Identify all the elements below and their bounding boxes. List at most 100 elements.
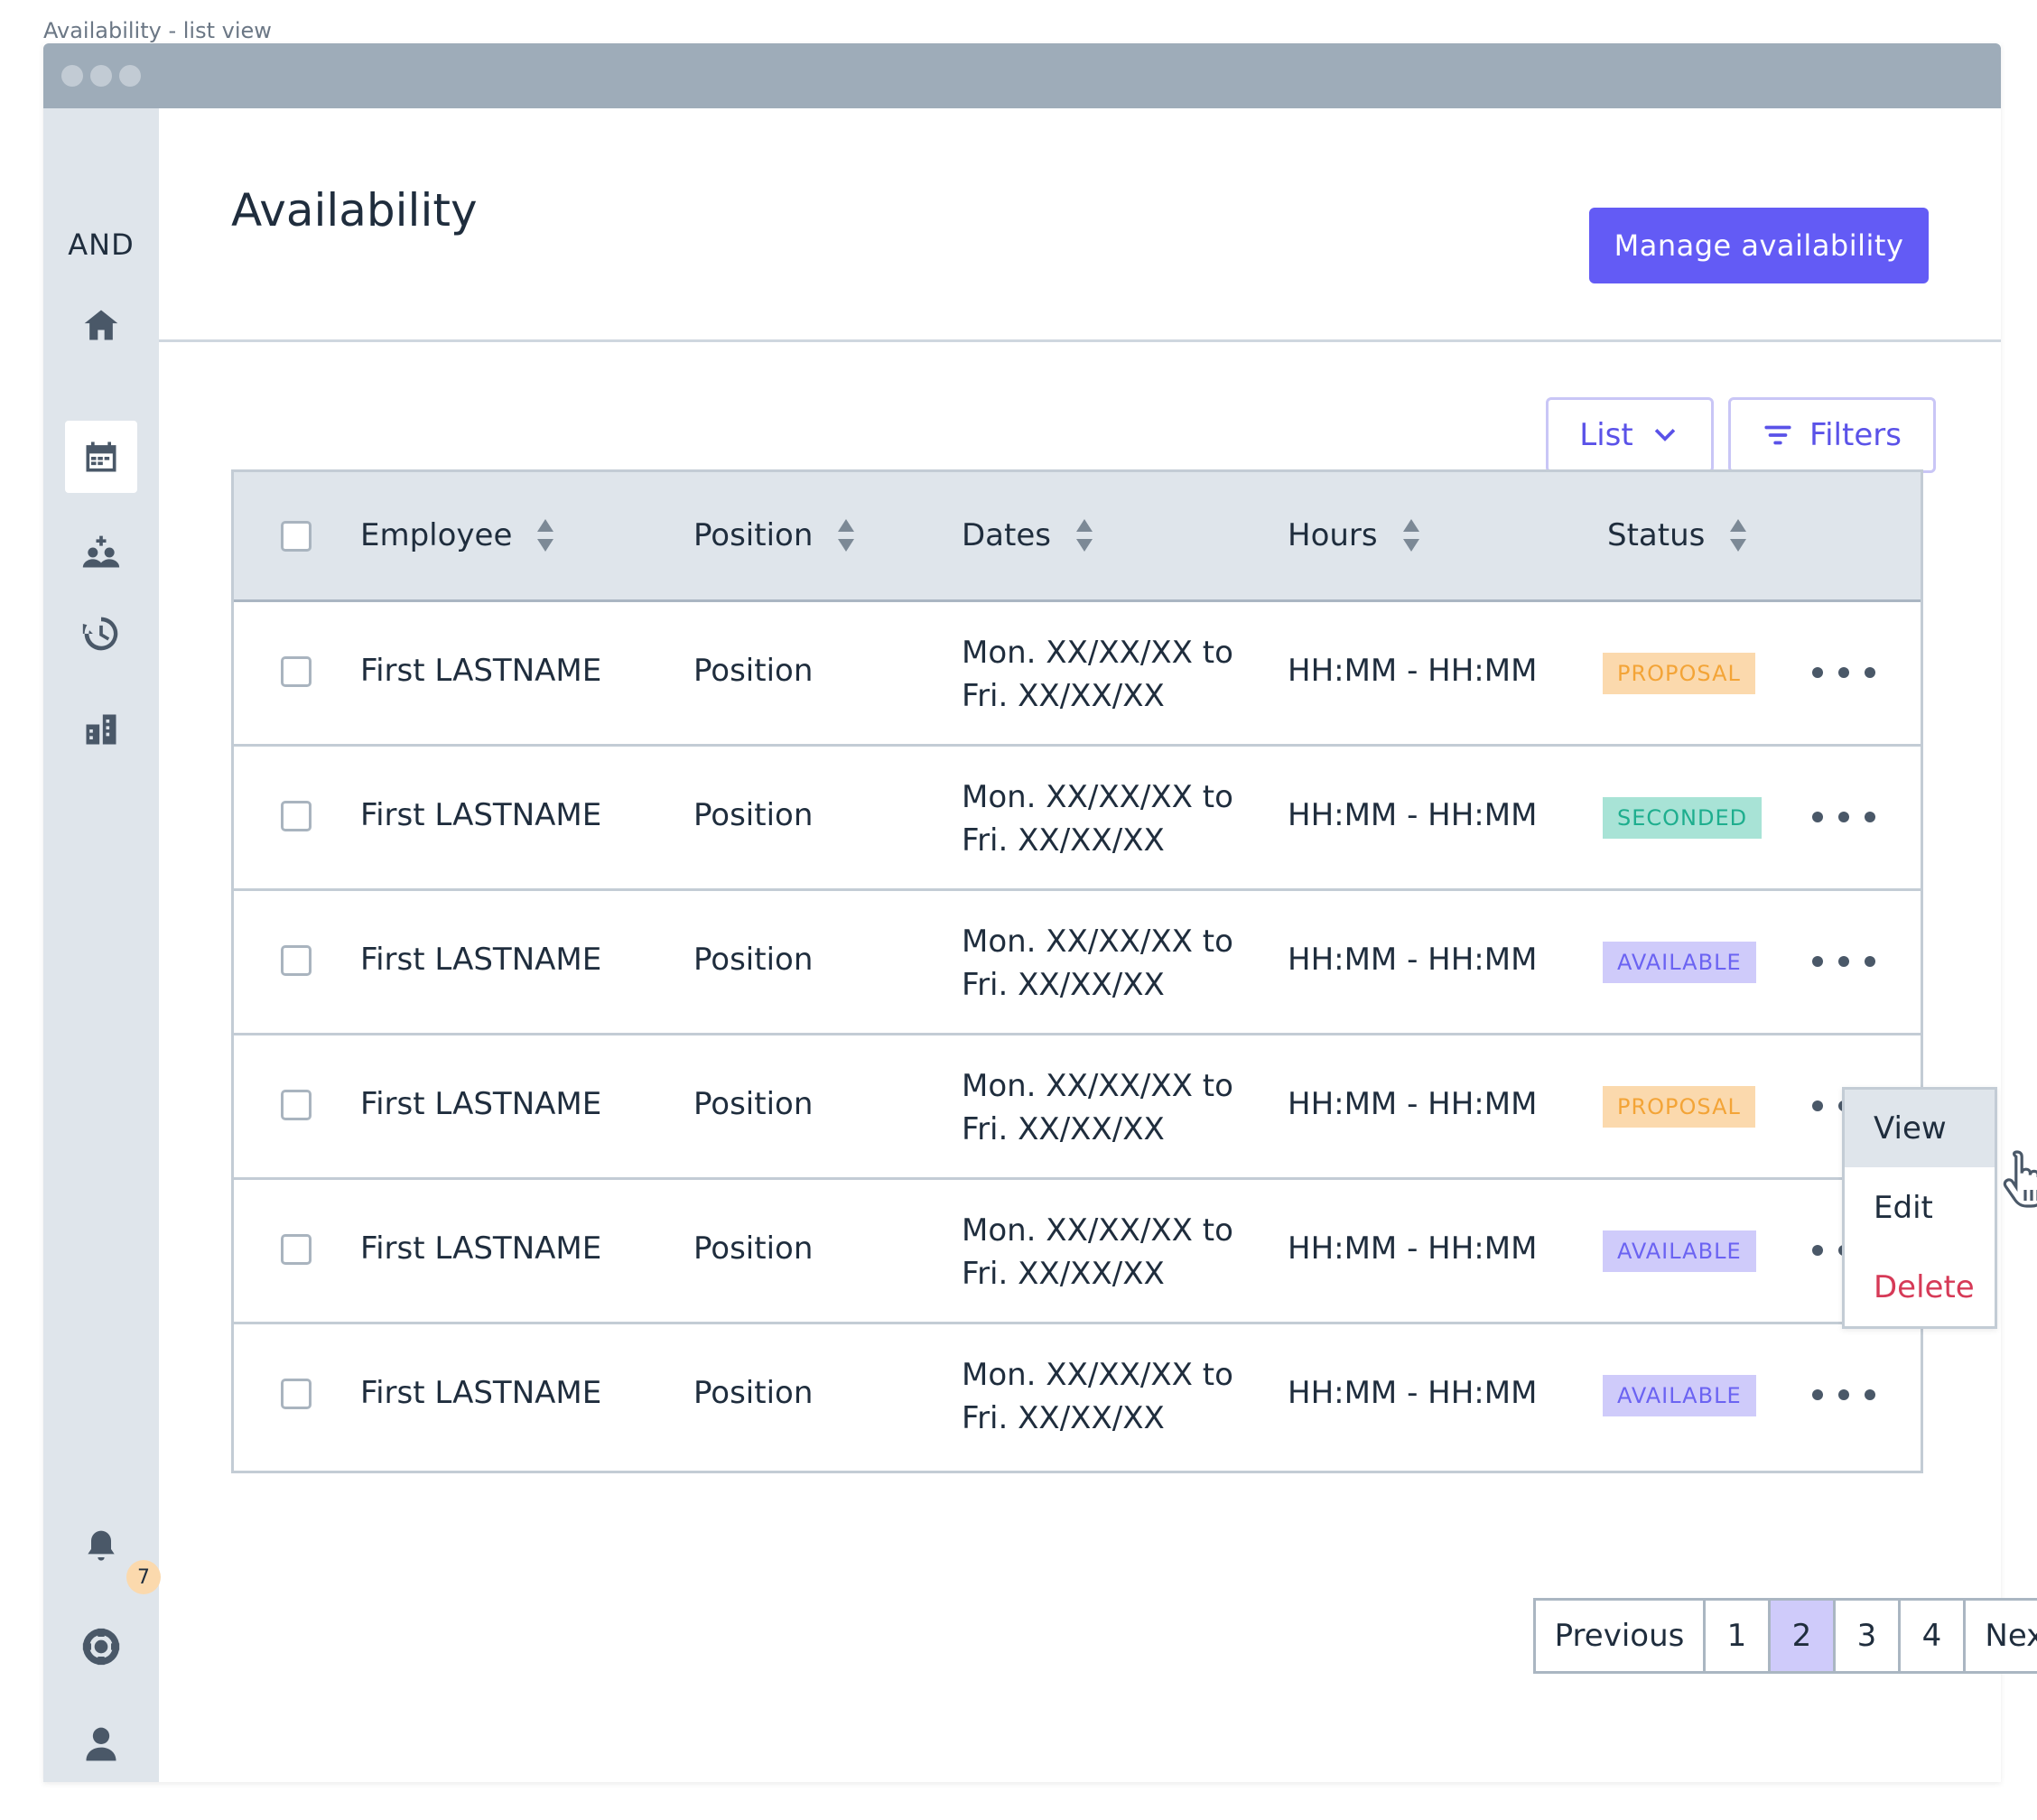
manage-availability-button[interactable]: Manage availability bbox=[1589, 208, 1929, 283]
hours-cell: HH:MM - HH:MM bbox=[1288, 942, 1538, 978]
nav-help[interactable] bbox=[65, 1611, 137, 1683]
column-header-position[interactable]: Position bbox=[693, 517, 856, 553]
status-badge: SECONDED bbox=[1603, 797, 1763, 839]
nav-home[interactable] bbox=[65, 289, 137, 361]
pagination-previous[interactable]: Previous bbox=[1536, 1601, 1706, 1671]
hand-pointer-icon bbox=[2003, 1150, 2037, 1208]
pagination: Previous 1 2 3 4 Next bbox=[1533, 1598, 2037, 1674]
availability-table: Employee Position Dates Hours Status bbox=[231, 469, 1923, 1473]
nav-calendar[interactable] bbox=[65, 421, 137, 493]
table-row: First LASTNAME Position Mon. XX/XX/XX to Fr… bbox=[234, 1324, 1921, 1469]
more-dot bbox=[1838, 956, 1849, 967]
header-divider bbox=[159, 339, 2001, 342]
select-all-checkbox[interactable] bbox=[281, 521, 312, 552]
column-label: Dates bbox=[962, 517, 1051, 553]
window-dot[interactable] bbox=[119, 65, 141, 87]
window-titlebar bbox=[43, 43, 2001, 108]
sidebar: AND 7 bbox=[43, 108, 161, 1782]
dates-cell: Mon. XX/XX/XX to Fri. XX/XX/XX bbox=[962, 1064, 1233, 1151]
status-badge: AVAILABLE bbox=[1603, 1375, 1756, 1416]
sort-icon bbox=[1402, 519, 1419, 552]
app-window: AND 7 Availability Manage availability bbox=[43, 43, 2037, 1782]
status-badge: PROPOSAL bbox=[1603, 1086, 1755, 1128]
nav-organization[interactable] bbox=[65, 693, 137, 766]
row-actions-button[interactable] bbox=[1812, 1377, 1875, 1413]
row-actions-button[interactable] bbox=[1812, 799, 1875, 835]
filter-icon bbox=[1764, 425, 1791, 445]
column-label: Position bbox=[693, 517, 814, 553]
table-header: Employee Position Dates Hours Status bbox=[234, 472, 1921, 602]
window-dot[interactable] bbox=[90, 65, 112, 87]
position-cell: Position bbox=[693, 1086, 814, 1122]
pagination-page-2[interactable]: 2 bbox=[1771, 1601, 1836, 1671]
page-title: Availability bbox=[231, 184, 478, 237]
pagination-page-1[interactable]: 1 bbox=[1706, 1601, 1771, 1671]
more-dot bbox=[1865, 812, 1875, 822]
user-icon bbox=[86, 1727, 116, 1761]
date-from: Mon. XX/XX/XX to bbox=[962, 1068, 1233, 1104]
sort-icon bbox=[1730, 519, 1747, 552]
position-cell: Position bbox=[693, 942, 814, 978]
nav-profile[interactable] bbox=[65, 1708, 137, 1780]
column-header-dates[interactable]: Dates bbox=[962, 517, 1094, 553]
column-header-employee[interactable]: Employee bbox=[360, 517, 555, 553]
position-cell: Position bbox=[693, 653, 814, 689]
calendar-icon bbox=[86, 441, 116, 472]
hours-cell: HH:MM - HH:MM bbox=[1288, 797, 1538, 833]
window-dot[interactable] bbox=[61, 65, 83, 87]
pagination-page-3[interactable]: 3 bbox=[1836, 1601, 1901, 1671]
table-row: First LASTNAME Position Mon. XX/XX/XX to Fr… bbox=[234, 891, 1921, 1035]
position-cell: Position bbox=[693, 1230, 814, 1267]
status-badge: AVAILABLE bbox=[1603, 1230, 1756, 1272]
row-checkbox[interactable] bbox=[281, 1090, 312, 1120]
row-checkbox[interactable] bbox=[281, 945, 312, 976]
row-checkbox[interactable] bbox=[281, 801, 312, 831]
status-badge: AVAILABLE bbox=[1603, 942, 1756, 983]
pagination-next[interactable]: Next bbox=[1966, 1601, 2037, 1671]
date-to: Fri. XX/XX/XX bbox=[962, 1400, 1165, 1436]
building-icon bbox=[86, 714, 116, 745]
date-to: Fri. XX/XX/XX bbox=[962, 822, 1165, 859]
pagination-page-4[interactable]: 4 bbox=[1901, 1601, 1966, 1671]
row-checkbox[interactable] bbox=[281, 656, 312, 687]
page-caption: Availability - list view bbox=[43, 18, 272, 43]
filters-button[interactable]: Filters bbox=[1728, 397, 1936, 473]
more-dot bbox=[1838, 812, 1849, 822]
row-actions-button[interactable] bbox=[1812, 943, 1875, 980]
nav-team[interactable] bbox=[65, 516, 137, 589]
menu-item-edit[interactable]: Edit bbox=[1874, 1190, 1933, 1226]
table-row: First LASTNAME Position Mon. XX/XX/XX to Fr… bbox=[234, 1180, 1921, 1324]
dates-cell: Mon. XX/XX/XX to Fri. XX/XX/XX bbox=[962, 1353, 1233, 1440]
dates-cell: Mon. XX/XX/XX to Fri. XX/XX/XX bbox=[962, 631, 1233, 718]
hours-cell: HH:MM - HH:MM bbox=[1288, 1375, 1538, 1411]
chevron-down-icon bbox=[1654, 429, 1675, 441]
more-dot bbox=[1812, 1389, 1823, 1400]
menu-item-delete[interactable]: Delete bbox=[1874, 1269, 1975, 1305]
more-dot bbox=[1838, 667, 1849, 678]
row-actions-button[interactable] bbox=[1812, 655, 1875, 691]
nav-notifications[interactable]: 7 bbox=[65, 1511, 161, 1594]
column-header-hours[interactable]: Hours bbox=[1288, 517, 1421, 553]
more-dot bbox=[1865, 956, 1875, 967]
date-to: Fri. XX/XX/XX bbox=[962, 678, 1165, 714]
row-actions-menu: View Edit Delete bbox=[1842, 1087, 1997, 1329]
row-checkbox[interactable] bbox=[281, 1234, 312, 1265]
dates-cell: Mon. XX/XX/XX to Fri. XX/XX/XX bbox=[962, 920, 1233, 1007]
more-dot bbox=[1812, 1245, 1823, 1256]
view-select-dropdown[interactable]: List bbox=[1546, 397, 1714, 473]
employee-name: First LASTNAME bbox=[360, 1086, 602, 1122]
position-cell: Position bbox=[693, 797, 814, 833]
row-checkbox[interactable] bbox=[281, 1379, 312, 1409]
employee-name: First LASTNAME bbox=[360, 1375, 602, 1411]
menu-item-view[interactable]: View bbox=[1845, 1090, 1995, 1167]
sort-icon bbox=[1075, 519, 1093, 552]
more-dot bbox=[1865, 667, 1875, 678]
column-header-status[interactable]: Status bbox=[1607, 517, 1748, 553]
nav-history[interactable] bbox=[65, 598, 137, 670]
column-label: Status bbox=[1607, 517, 1706, 553]
date-from: Mon. XX/XX/XX to bbox=[962, 924, 1233, 960]
more-dot bbox=[1865, 1389, 1875, 1400]
add-team-icon bbox=[82, 535, 120, 568]
date-from: Mon. XX/XX/XX to bbox=[962, 779, 1233, 815]
employee-name: First LASTNAME bbox=[360, 797, 602, 833]
